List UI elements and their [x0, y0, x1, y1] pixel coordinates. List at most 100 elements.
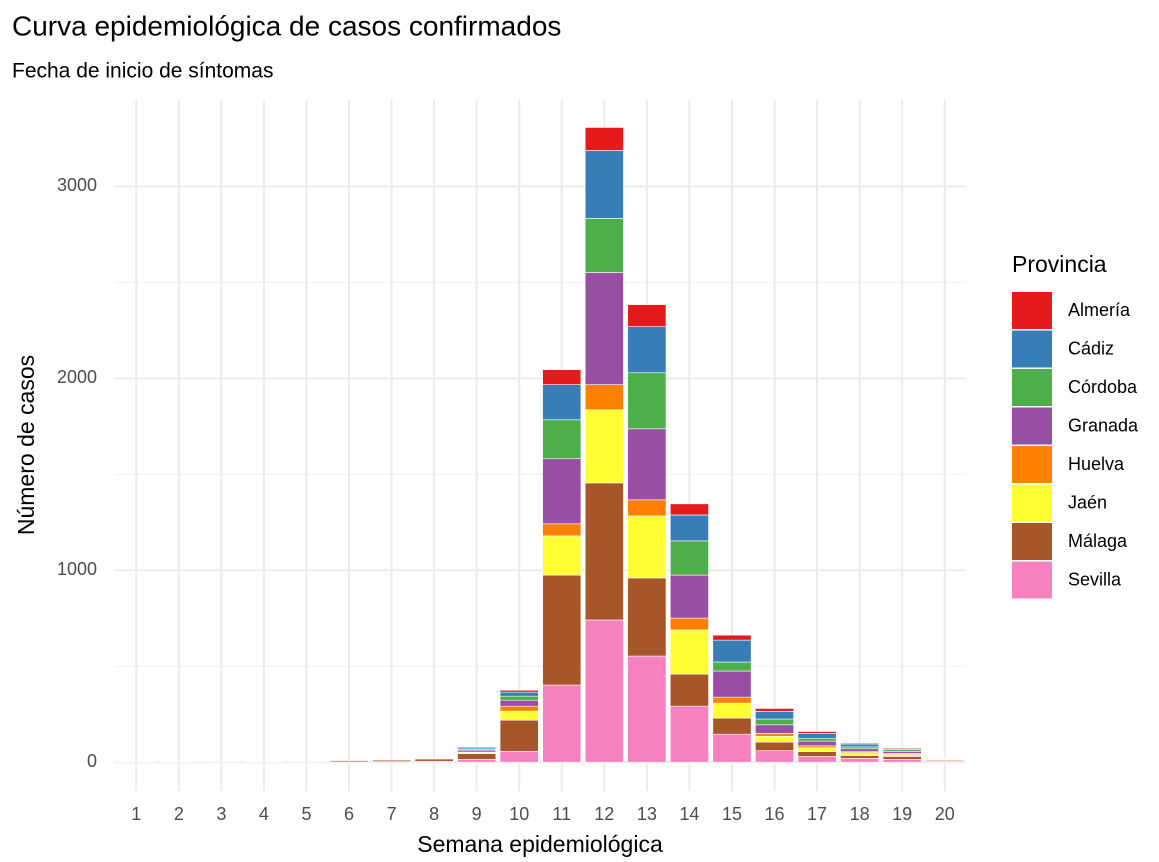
legend-swatch — [1012, 561, 1052, 599]
bar-segment — [669, 705, 709, 763]
bar-segment — [627, 499, 667, 517]
bar-segment — [882, 759, 922, 763]
x-tick-label: 13 — [637, 804, 657, 824]
x-tick-label: 5 — [301, 804, 311, 824]
bar-segment — [584, 619, 624, 763]
bar-segment — [542, 384, 582, 421]
plot-grid — [115, 100, 966, 791]
bar-segment — [755, 733, 794, 737]
bar-segment — [414, 758, 454, 762]
x-tick-label: 8 — [429, 804, 439, 824]
bar-segment — [755, 711, 794, 720]
bar-segment — [159, 761, 199, 763]
legend-swatch — [1012, 330, 1052, 368]
bar-segment — [499, 695, 539, 701]
y-tick-label: 3000 — [57, 175, 97, 195]
bar-segment — [712, 733, 752, 763]
bar-segment — [840, 752, 880, 756]
bar-segment — [712, 661, 752, 672]
legend-swatch — [1012, 407, 1052, 445]
bar-segment — [542, 458, 582, 525]
x-tick-label: 16 — [765, 804, 785, 824]
legend-title: Provincia — [1012, 251, 1107, 277]
bar-segment — [840, 748, 880, 752]
bar-segment — [584, 272, 624, 385]
bar-segment — [669, 673, 709, 707]
legend-swatch — [1012, 446, 1052, 483]
bar-segment — [627, 326, 667, 374]
bar-segment — [755, 718, 794, 726]
bar-segment — [755, 735, 794, 743]
x-tick-label: 15 — [722, 804, 742, 824]
bar-segment — [797, 733, 837, 739]
legend-swatch — [1012, 369, 1052, 406]
bar-segment — [627, 372, 667, 430]
bar-segment — [669, 629, 709, 675]
bar-segment — [840, 743, 880, 748]
bar-segment — [542, 684, 582, 763]
bar-segment — [755, 724, 794, 734]
x-tick-label: 2 — [174, 804, 184, 824]
x-tick-label: 7 — [387, 804, 397, 824]
bar-segment — [457, 753, 497, 760]
bar-segment — [712, 670, 752, 698]
x-tick-label: 10 — [509, 804, 529, 824]
bar-segment — [584, 127, 624, 151]
bar-segment — [669, 514, 709, 542]
bar-segment — [627, 515, 667, 579]
bar-segment — [499, 705, 539, 712]
bar-segment — [584, 384, 624, 411]
bar-segment — [755, 750, 794, 763]
bar-segment — [797, 747, 837, 752]
legend-swatch — [1012, 292, 1052, 329]
legend-label: Málaga — [1068, 531, 1128, 551]
y-tick-label: 0 — [87, 751, 97, 771]
bar-segment — [797, 751, 837, 757]
bar-segment — [797, 740, 837, 747]
bar-segment — [840, 742, 880, 745]
bar-segment — [457, 759, 497, 763]
bar-segment — [627, 304, 667, 327]
bar-segment — [499, 689, 539, 693]
bar-segment — [797, 737, 837, 742]
bar-segment — [712, 639, 752, 663]
bar-segment — [542, 523, 582, 537]
x-tick-label: 1 — [131, 804, 141, 824]
x-tick-label: 18 — [850, 804, 870, 824]
bar-segment — [542, 369, 582, 385]
bar-segment — [499, 719, 539, 752]
bar-segment — [669, 574, 709, 619]
bar-segment — [499, 750, 539, 763]
x-tick-label: 4 — [259, 804, 269, 824]
bar-segment — [627, 428, 667, 501]
bar-segment — [584, 218, 624, 273]
legend-label: Cádiz — [1068, 338, 1114, 358]
chart-title: Curva epidemiológica de casos confirmado… — [12, 10, 561, 41]
legend-label: Almería — [1068, 300, 1131, 320]
bar-segment — [755, 741, 794, 751]
bar-segment — [712, 702, 752, 719]
bar-segment — [712, 696, 752, 704]
bar-segment — [669, 540, 709, 576]
x-tick-label: 6 — [344, 804, 354, 824]
bar-segment — [584, 482, 624, 621]
legend-swatch — [1012, 523, 1052, 560]
bar-segment — [669, 503, 709, 516]
x-tick-label: 14 — [679, 804, 699, 824]
y-axis-label: Número de casos — [13, 355, 39, 535]
bar-segment — [840, 758, 880, 763]
x-tick-label: 9 — [472, 804, 482, 824]
legend-label: Córdoba — [1068, 377, 1138, 397]
bar-segment — [499, 691, 539, 697]
bar-segment — [840, 755, 880, 759]
bar-segment — [669, 617, 709, 631]
bar-segment — [584, 409, 624, 484]
bar-segment — [627, 577, 667, 657]
bar-segment — [797, 756, 837, 763]
bar-segment — [627, 655, 667, 763]
bar-segment — [542, 419, 582, 460]
bar-segment — [542, 574, 582, 686]
legend-label: Sevilla — [1068, 569, 1122, 589]
x-tick-label: 12 — [594, 804, 614, 824]
bar-segment — [797, 731, 837, 734]
